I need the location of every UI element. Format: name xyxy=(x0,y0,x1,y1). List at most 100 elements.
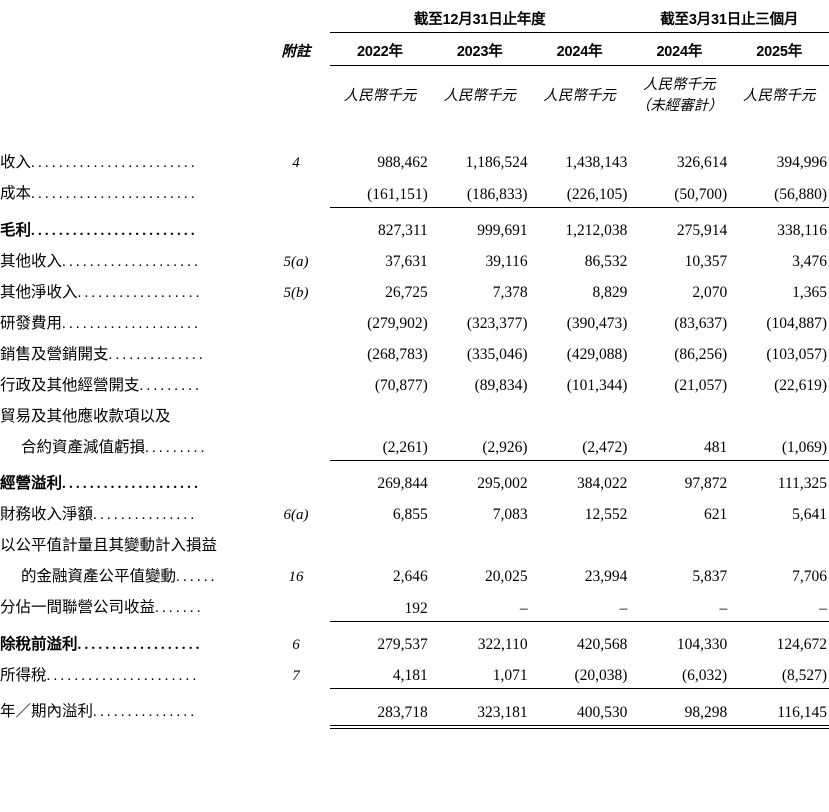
cell-fvtpl-2023: 20,025 xyxy=(484,568,528,586)
row-label-text: 貿易及其他應收款項以及 xyxy=(0,407,171,425)
row-label-income-tax: 所得稅...................... xyxy=(0,658,262,689)
cell-operating-profit-2023: 295,002 xyxy=(477,475,528,493)
currency-unit-2024: 人民幣千元 xyxy=(530,66,630,119)
row-label-text: 其他收入 xyxy=(0,252,63,270)
cell-operating-profit-q2025: 111,325 xyxy=(777,475,828,493)
currency-unit-row: 人民幣千元 人民幣千元 人民幣千元 人民幣千元 （未經審計） 人民幣千元 xyxy=(0,66,829,119)
row-note-contract-asset-impairment xyxy=(262,430,330,461)
cell-profit-2023: 323,181 xyxy=(429,694,530,730)
currency-unit-text: 人民幣千元 xyxy=(543,87,616,104)
cell-admin-2024: (101,344) xyxy=(566,376,628,394)
dot-leader: .................. xyxy=(77,284,203,301)
row-label-admin-other-opex: 行政及其他經營開支......... xyxy=(0,368,262,399)
cell-fvtpl-2022: 2,646 xyxy=(392,568,428,586)
cell-associate-q2025: – xyxy=(729,590,829,622)
cell-rnd-q2024: (83,637) xyxy=(674,314,728,332)
dot-leader: ........................ xyxy=(31,222,198,239)
quarter-header-2024: 2024年 xyxy=(629,32,730,66)
row-label-text: 除稅前溢利 xyxy=(0,635,78,653)
cell-gross-profit-2023: 999,691 xyxy=(477,221,528,239)
table-row: 的金融資產公平值變動...... 16 2,646 20,025 23,994 … xyxy=(0,559,829,590)
group-header-annual: 截至12月31日止年度 xyxy=(330,0,630,33)
currency-unit-2022: 人民幣千元 xyxy=(330,66,430,119)
currency-unit-text: 人民幣千元 xyxy=(643,77,716,93)
dot-leader: .................. xyxy=(77,636,203,653)
cell-admin-q2024: (21,057) xyxy=(674,376,728,394)
cell-other-income-2024: 86,532 xyxy=(584,252,628,270)
cell-operating-profit-2022: 269,844 xyxy=(377,475,428,493)
cell-empty xyxy=(729,399,829,430)
row-note-profit-before-tax: 6 xyxy=(292,636,300,653)
row-label-share-of-associate: 分佔一間聯營公司收益....... xyxy=(0,590,262,621)
row-label-trade-receivables-line1: 貿易及其他應收款項以及 xyxy=(0,399,262,430)
row-label-profit-for-period: 年／期內溢利............... xyxy=(0,694,262,725)
header-body-gap xyxy=(0,118,829,127)
cell-gross-profit-2024: 1,212,038 xyxy=(565,221,628,239)
row-label-fvtpl-line1: 以公平值計量且其變動計入損益 xyxy=(0,528,262,559)
row-note-revenue: 4 xyxy=(292,155,300,172)
cell-selling-2023: (335,046) xyxy=(466,345,528,363)
cell-admin-2023: (89,834) xyxy=(474,376,528,394)
table-row: 年／期內溢利............... 283,718 323,181 40… xyxy=(0,694,829,730)
cell-associate-2023: – xyxy=(429,590,530,622)
spacer-cell xyxy=(262,0,330,33)
cell-finance-income-q2024: 621 xyxy=(703,506,728,524)
cell-rnd-2024: (390,473) xyxy=(566,314,628,332)
row-note-other-net-income: 5(b) xyxy=(283,284,309,301)
cell-gross-profit-2022: 827,311 xyxy=(377,221,428,239)
cell-impairment-q2025: (1,069) xyxy=(729,429,829,462)
cell-empty xyxy=(330,528,430,559)
cell-selling-2024: (429,088) xyxy=(566,345,628,363)
cell-tax-2022: 4,181 xyxy=(330,657,430,690)
row-label-revenue: 收入........................ xyxy=(0,145,262,176)
cell-other-net-income-2024: 8,829 xyxy=(592,283,628,301)
spacer-cell xyxy=(0,66,262,119)
cell-finance-income-q2025: 5,641 xyxy=(792,506,828,524)
row-note-share-of-associate xyxy=(262,590,330,621)
row-label-gross-profit: 毛利........................ xyxy=(0,213,262,244)
cell-operating-profit-2024: 384,022 xyxy=(577,475,628,493)
cell-empty xyxy=(729,528,829,559)
cell-cost-2023: (186,833) xyxy=(429,176,530,208)
row-label-text: 所得稅 xyxy=(0,666,47,684)
row-label-text: 銷售及營銷開支 xyxy=(0,345,109,363)
table-row: 所得稅...................... 7 4,181 1,071 … xyxy=(0,657,829,690)
cell-impairment-2024: (2,472) xyxy=(529,429,630,462)
row-label-text: 以公平值計量且其變動計入損益 xyxy=(0,537,218,555)
spacer-cell xyxy=(0,0,262,33)
cell-selling-2022: (268,783) xyxy=(367,345,428,363)
table-row: 經營溢利.................... 269,844 295,002… xyxy=(0,466,829,497)
cell-empty xyxy=(430,528,530,559)
cell-cost-q2025: (56,880) xyxy=(729,176,829,208)
cell-associate-q2024: – xyxy=(629,590,730,622)
table-row: 財務收入淨額............... 6(a) 6,855 7,083 1… xyxy=(0,497,829,528)
cell-empty xyxy=(629,528,729,559)
row-note-empty xyxy=(262,399,330,430)
cell-empty xyxy=(530,399,630,430)
cell-admin-2022: (70,877) xyxy=(374,376,428,394)
cell-other-income-2023: 39,116 xyxy=(485,252,528,270)
cell-admin-q2025: (22,619) xyxy=(774,376,828,394)
row-note-rnd-expense xyxy=(262,306,330,337)
table-row: 銷售及營銷開支.............. (268,783) (335,046… xyxy=(0,337,829,368)
row-label-net-finance-income: 財務收入淨額............... xyxy=(0,497,262,528)
cell-tax-2023: 1,071 xyxy=(429,657,530,690)
header-body-gap xyxy=(0,127,829,136)
cell-associate-2022: 192 xyxy=(330,590,430,622)
row-note-admin-other-opex xyxy=(262,368,330,399)
cell-revenue-2023: 1,186,524 xyxy=(465,154,528,172)
cell-profit-2024: 400,530 xyxy=(529,694,630,730)
cell-other-net-income-q2024: 2,070 xyxy=(692,283,728,301)
row-note-operating-profit xyxy=(262,466,330,497)
dot-leader: ...................... xyxy=(46,667,200,684)
year-header-2023: 2023年 xyxy=(429,32,530,66)
table-row: 合約資產減值虧損......... (2,261) (2,926) (2,472… xyxy=(0,429,829,462)
dot-leader: ....... xyxy=(155,600,204,617)
row-label-text: 年／期內溢利 xyxy=(0,703,94,721)
note-column-header: 附註 xyxy=(281,43,311,60)
row-label-operating-profit: 經營溢利.................... xyxy=(0,466,262,497)
cell-operating-profit-q2024: 97,872 xyxy=(684,475,728,493)
currency-unit-2023: 人民幣千元 xyxy=(430,66,530,119)
year-header-2022: 2022年 xyxy=(330,32,430,66)
cell-pbt-2024: 420,568 xyxy=(577,635,628,653)
